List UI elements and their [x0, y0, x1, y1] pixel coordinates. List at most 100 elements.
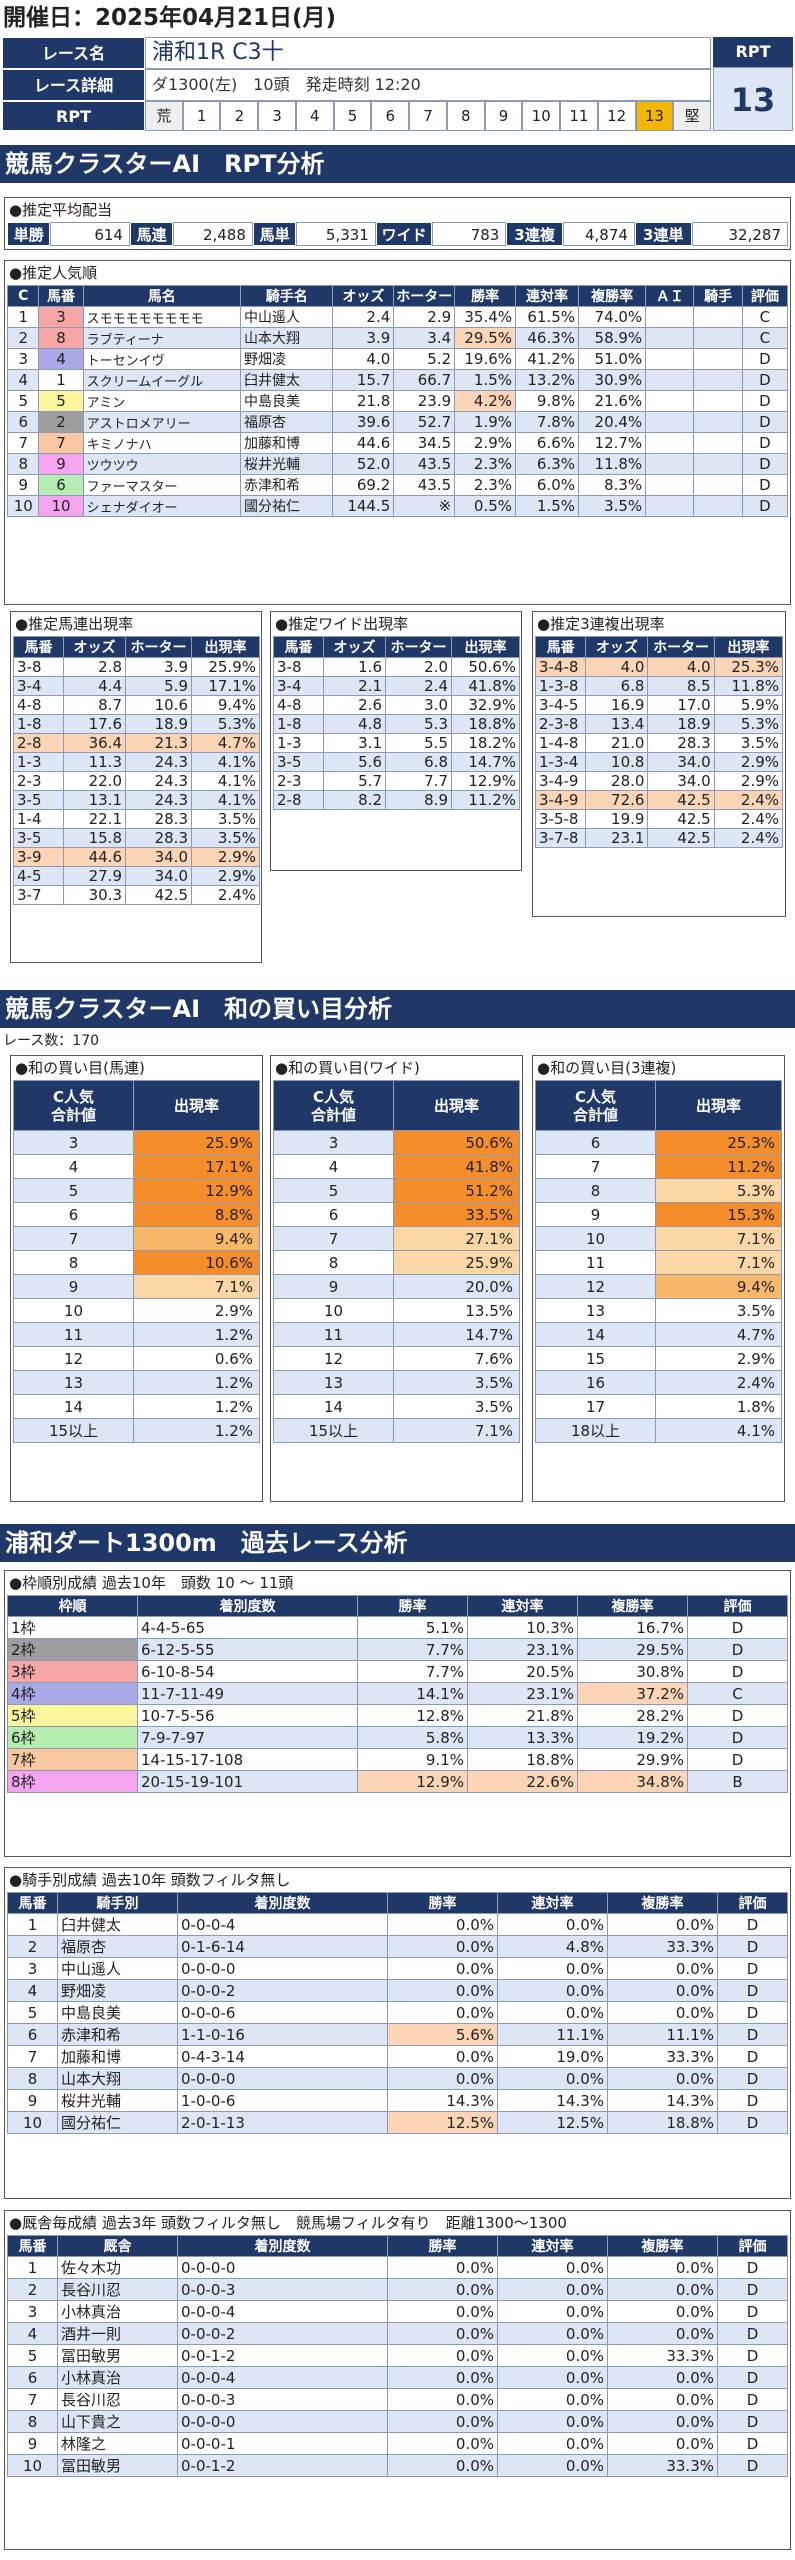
show-rate: 19.2%	[577, 1726, 688, 1749]
win-rate: 0.0%	[387, 2454, 498, 2477]
appearance-rate: 2.9%	[713, 771, 784, 791]
jockey-name: 福原杏	[240, 411, 334, 433]
place-rate: 0.0%	[497, 1979, 608, 2002]
ai-mark	[645, 495, 695, 517]
hoter-value: 34.5	[393, 432, 456, 454]
win-rate: 35.4%	[454, 306, 517, 328]
odds: 3.9	[332, 327, 395, 349]
table-row: 4 酒井一則 0-0-0-2 0.0% 0.0% 0.0% D	[7, 2322, 788, 2345]
race-name: 浦和1R C3十	[145, 37, 711, 69]
section-title-rpt: 競馬クラスターAI RPT分析	[0, 145, 795, 183]
table-row: 3-4-9 28.0 34.0 2.9%	[534, 771, 784, 791]
place-rate: 6.0%	[515, 474, 580, 496]
table-row: 3-5 15.8 28.3 3.5%	[13, 828, 260, 848]
column-header: C人気 合計値	[535, 1080, 656, 1131]
table-row: 8 10.6%	[13, 1250, 260, 1275]
grade: D	[717, 2454, 788, 2477]
grade: D	[687, 1616, 788, 1639]
appearance-rate: 32.9%	[451, 695, 520, 715]
column-header: 複勝率	[578, 285, 647, 307]
odds: 13.4	[585, 714, 649, 734]
combination: 1-8	[273, 714, 324, 734]
show-rate: 0.0%	[607, 1913, 718, 1936]
horse-name: シェナダイオー	[82, 495, 242, 517]
jockey-name: 臼井健太	[57, 1913, 178, 1936]
combination: 2-8	[273, 790, 324, 810]
jockey-mark	[693, 495, 743, 517]
show-rate: 3.5%	[578, 495, 647, 517]
table-row: 6 33.5%	[273, 1202, 520, 1227]
popularity-sum: 7	[273, 1226, 394, 1251]
payout-label: ワイド	[375, 222, 433, 246]
column-header: 評価	[717, 1892, 788, 1914]
grade: D	[717, 2089, 788, 2112]
column-header: 出現率	[133, 1080, 260, 1131]
grade: D	[717, 2322, 788, 2345]
stable-name: 山下貴之	[57, 2410, 178, 2433]
column-header: 複勝率	[607, 1892, 718, 1914]
rpt-title: RPT	[713, 37, 793, 67]
combination: 3-5	[13, 790, 64, 810]
popularity-rank: 8	[6, 453, 40, 475]
popularity-rank: 5	[6, 390, 40, 412]
column-header: 勝率	[387, 1892, 498, 1914]
grade: D	[741, 453, 789, 475]
odds: 17.6	[63, 714, 126, 734]
table-row: 12 9.4%	[535, 1274, 782, 1299]
column-header: 複勝率	[577, 1595, 688, 1617]
appearance-rate: 1.2%	[133, 1322, 260, 1347]
win-rate: 7.7%	[357, 1660, 468, 1683]
table-row: 15以上 7.1%	[273, 1418, 520, 1443]
combination: 4-5	[13, 866, 64, 886]
grade: D	[687, 1748, 788, 1771]
appearance-rate: 2.9%	[191, 847, 260, 867]
finish-record: 6-10-8-54	[137, 1660, 358, 1683]
popularity-sum: 6	[535, 1130, 656, 1155]
table-row: 15 2.9%	[535, 1346, 782, 1371]
show-rate: 33.3%	[607, 2454, 718, 2477]
combination: 1-3	[273, 733, 324, 753]
place-rate: 0.0%	[497, 2300, 608, 2323]
horse-number: 8	[38, 327, 84, 349]
horse-number: 5	[7, 2344, 58, 2367]
place-rate: 13.3%	[467, 1726, 578, 1749]
table-row: 10 2.9%	[13, 1298, 260, 1323]
odds: 15.7	[332, 369, 395, 391]
win-rate: 0.0%	[387, 2256, 498, 2279]
odds: 23.1	[585, 828, 649, 848]
table-row: 13 3.5%	[273, 1370, 520, 1395]
table-row: 13 3.5%	[535, 1298, 782, 1323]
jockey-name: 中山遥人	[240, 306, 334, 328]
hoter-value: 6.8	[385, 752, 452, 772]
column-header: C人気 合計値	[13, 1080, 134, 1131]
combination: 3-7-8	[534, 828, 587, 848]
popularity-sum: 6	[13, 1202, 134, 1227]
popularity-title: ●推定人気順	[9, 264, 98, 282]
horse-number: 9	[38, 453, 84, 475]
jockey-title: ●騎手別成績 過去10年 頭数フィルタ無し	[9, 1871, 291, 1889]
win-rate: 0.0%	[387, 2067, 498, 2090]
popularity-sum: 9	[273, 1274, 394, 1299]
win-rate: 0.0%	[387, 2388, 498, 2411]
finish-record: 0-0-0-0	[177, 2067, 388, 2090]
appearance-rate: 7.6%	[393, 1346, 520, 1371]
hoter-value: 10.6	[125, 695, 192, 715]
table-row: 10 13.5%	[273, 1298, 520, 1323]
column-header: オッズ	[323, 636, 386, 658]
table-row: 1-3 3.1 5.5 18.2%	[273, 733, 520, 753]
grade: D	[741, 432, 789, 454]
frame-number: 3枠	[7, 1660, 138, 1683]
show-rate: 8.3%	[578, 474, 647, 496]
odds: 16.9	[585, 695, 649, 715]
horse-number: 7	[38, 432, 84, 454]
column-header: 出現率	[451, 636, 520, 658]
grade: D	[687, 1726, 788, 1749]
odds: 3.1	[323, 733, 386, 753]
combination: 1-3-8	[534, 676, 587, 696]
jockey-name: 野畑凌	[240, 348, 334, 370]
hoter-value: 5.2	[393, 348, 456, 370]
appearance-rate: 1.2%	[133, 1394, 260, 1419]
table-row: 9 15.3%	[535, 1202, 782, 1227]
win-rate: 12.8%	[357, 1704, 468, 1727]
table-row: 8 5.3%	[535, 1178, 782, 1203]
